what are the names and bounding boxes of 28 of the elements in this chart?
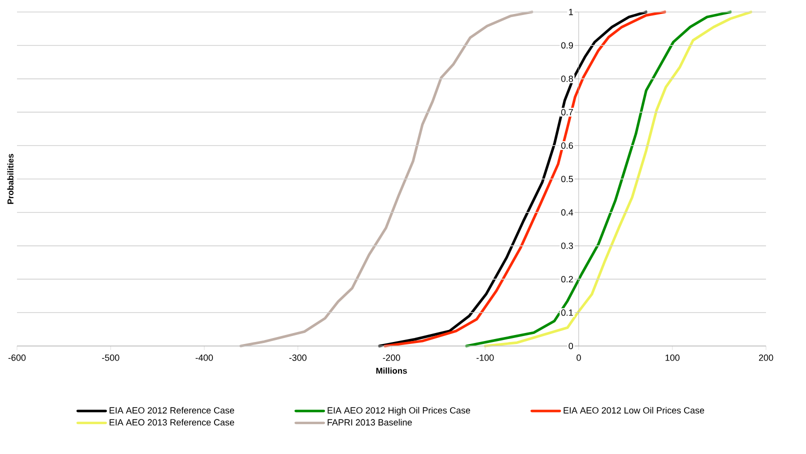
x-tick-label: -500 bbox=[102, 354, 120, 361]
y-tick-label: 0.9 bbox=[561, 42, 573, 49]
x-tick-label: -400 bbox=[196, 354, 213, 361]
legend-label: EIA AEO 2013 Reference Case bbox=[110, 418, 234, 426]
y-tick-label: 0.8 bbox=[561, 76, 573, 82]
x-tick-label: 200 bbox=[758, 354, 774, 361]
line-series bbox=[239, 10, 534, 348]
y-tick-label: 1 bbox=[569, 8, 573, 16]
x-tick-label: -200 bbox=[382, 354, 400, 361]
y-axis-title: Probabilities bbox=[7, 154, 14, 204]
legend-label: FAPRI 2013 Baseline bbox=[328, 418, 412, 426]
x-tick-label: -600 bbox=[8, 354, 26, 361]
x-tick-label: 0 bbox=[576, 354, 581, 361]
x-tick-label: -300 bbox=[289, 354, 306, 361]
y-tick-label: 0.7 bbox=[561, 109, 573, 116]
y-tick-label: 0.5 bbox=[561, 176, 573, 182]
y-tick-label: 0.6 bbox=[561, 142, 573, 149]
x-axis-title: Millions bbox=[376, 368, 407, 374]
y-tick-label: 0.2 bbox=[561, 276, 573, 282]
legend-label: EIA AEO 2012 High Oil Prices Case bbox=[328, 406, 470, 416]
y-tick-label: 0.3 bbox=[561, 242, 573, 249]
y-tick-label: 0.4 bbox=[561, 209, 574, 216]
y-tick-label: 0.1 bbox=[561, 309, 573, 316]
x-tick-label: -100 bbox=[476, 354, 494, 361]
legend-label: EIA AEO 2012 Low Oil Prices Case bbox=[564, 406, 704, 414]
legend-label: EIA AEO 2012 Reference Case bbox=[110, 406, 234, 414]
x-tick-label: 100 bbox=[666, 354, 680, 361]
y-tick-label: 0 bbox=[568, 342, 574, 350]
